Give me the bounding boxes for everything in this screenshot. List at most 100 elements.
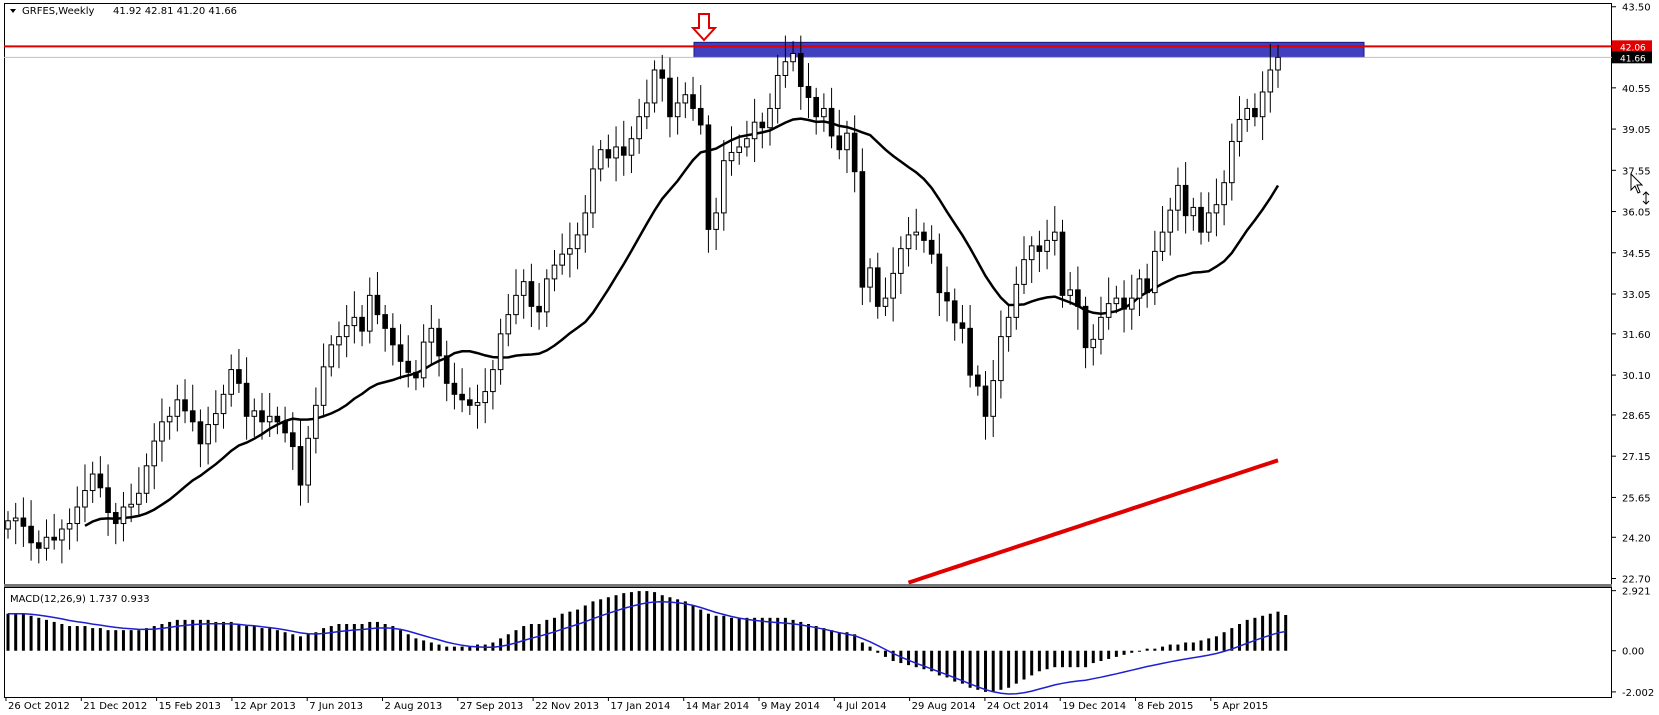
macd-bar	[891, 650, 895, 662]
macd-bar	[121, 630, 125, 651]
candle-bear	[936, 253, 943, 294]
candle-bull	[751, 121, 758, 140]
macd-bar	[984, 650, 988, 692]
macd-bar	[799, 621, 803, 651]
macd-bar	[806, 623, 810, 651]
macd-bar	[98, 628, 102, 651]
candle-bear	[289, 432, 296, 448]
x-tick-label: 29 Aug 2014	[912, 701, 976, 712]
candle-bull	[551, 264, 558, 280]
candle-bull	[1175, 184, 1181, 211]
candle-bull	[1067, 289, 1073, 296]
macd-bar	[6, 613, 10, 651]
candle-bear	[874, 267, 881, 307]
candle-bear	[413, 371, 419, 379]
macd-bar	[391, 626, 395, 651]
macd-bar	[375, 621, 379, 651]
macd-bar	[499, 638, 503, 651]
macd-bar	[737, 617, 741, 651]
macd-bar	[922, 650, 926, 670]
candle-bull	[1005, 316, 1012, 338]
macd-bar	[383, 623, 387, 651]
candle-bull	[1013, 283, 1020, 318]
macd-bar	[460, 646, 464, 651]
x-tick-label: 5 Apr 2015	[1213, 701, 1268, 712]
candle-bull	[559, 253, 565, 266]
macd-bar	[1214, 636, 1218, 651]
macd-bar	[283, 632, 287, 651]
candle-bear	[1252, 107, 1258, 118]
y-tick-label: 25.65	[1622, 493, 1651, 504]
macd-bar	[198, 619, 202, 651]
macd-bar	[745, 617, 749, 651]
candle-bull	[644, 102, 650, 118]
candle-bear	[1075, 289, 1081, 307]
x-tick-label: 14 Mar 2014	[686, 701, 749, 712]
candle-bull	[1275, 56, 1281, 71]
moving-averages	[84, 117, 1280, 585]
candle-bear	[959, 322, 966, 329]
x-tick-label: 21 Dec 2012	[83, 701, 147, 712]
candle-bull	[505, 314, 512, 335]
candle-bull	[220, 393, 227, 415]
candle-bull	[890, 272, 896, 299]
candle-bear	[605, 149, 612, 159]
candle-bull	[336, 336, 342, 346]
macd-bar	[322, 628, 326, 651]
candle-bull	[867, 267, 873, 288]
candle-bull	[1028, 245, 1035, 261]
macd-bar	[1014, 650, 1018, 684]
macd-bar	[1145, 648, 1149, 651]
candle-bull	[320, 366, 327, 406]
macd-bar	[545, 619, 549, 651]
candle-bull	[74, 506, 81, 525]
candle-bull	[343, 325, 350, 338]
macd-bar	[1184, 642, 1188, 651]
candle-bear	[1121, 297, 1127, 310]
candle-bull	[1159, 231, 1166, 252]
candle-bull	[844, 132, 850, 151]
macd-bar	[337, 623, 341, 651]
macd-bar	[706, 613, 710, 651]
candle-bear	[975, 374, 981, 387]
macd-bar	[568, 611, 572, 651]
macd-bar	[445, 646, 449, 651]
macd-bar	[360, 623, 364, 651]
candle-bear	[243, 382, 250, 417]
macd-bar	[29, 615, 33, 651]
candle-bear	[1082, 305, 1089, 349]
menu-triangle-icon[interactable]	[10, 9, 16, 13]
candle-bull	[1259, 91, 1266, 118]
chart-header-symbol: GRFES,Weekly	[22, 6, 94, 17]
y-tick-label: 36.05	[1622, 208, 1651, 219]
macd-panel-frame	[4, 587, 1612, 698]
macd-bar	[614, 595, 618, 651]
macd-bar	[753, 617, 757, 651]
candle-bear	[443, 355, 450, 384]
y-tick-label: 37.55	[1622, 166, 1651, 177]
candle-bull	[651, 69, 658, 104]
red-horizontal-line[interactable]	[4, 45, 1612, 58]
macd-bar	[1191, 642, 1195, 651]
candle-bear	[697, 107, 704, 126]
candle-bull	[151, 440, 158, 467]
macd-bar	[991, 650, 995, 692]
macd-bar	[660, 595, 664, 651]
candle-bull	[905, 234, 912, 250]
candle-bull	[5, 520, 11, 530]
macd-bar	[699, 609, 703, 651]
candle-bull	[1105, 303, 1112, 318]
macd-bar	[622, 593, 626, 651]
candle-bear	[459, 393, 465, 401]
candle-bull	[1221, 182, 1227, 206]
candle-bull	[728, 151, 735, 162]
macd-bar	[560, 613, 564, 651]
macd-bar	[1099, 650, 1103, 662]
y-tick-label: 30.10	[1622, 371, 1651, 382]
candle-bear	[690, 94, 696, 109]
macd-histogram	[6, 591, 1288, 692]
candle-bull	[143, 465, 150, 494]
macd-bar	[783, 617, 787, 651]
x-tick-label: 8 Feb 2015	[1138, 701, 1194, 712]
